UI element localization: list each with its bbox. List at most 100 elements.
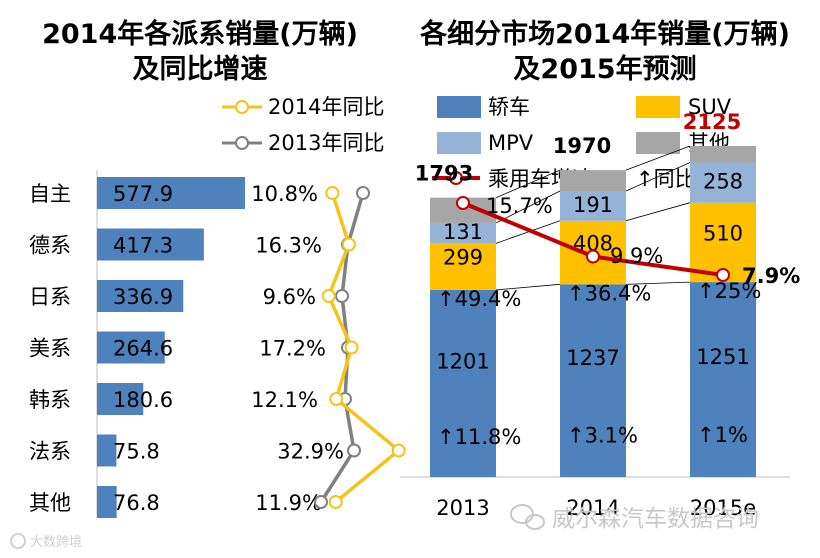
sedan-growth-label-1: ↑3.1%	[567, 424, 638, 448]
left-chart-title-line1: 2014年各派系销量(万辆)	[42, 18, 358, 50]
sedan-growth-label-2: ↑1%	[697, 423, 748, 447]
connector-line-1-3	[625, 145, 691, 171]
watermark-small: 大数跨境	[10, 533, 82, 550]
yoy-2014-point-6	[328, 495, 343, 509]
left-chart: 自主 577.9 德系 417.3 日系 336.9 美系 264.6 韩系 180.6 法系 75.…	[29, 170, 406, 518]
brand-bar-value-5: 75.8	[113, 440, 160, 464]
legend-label-2013: 2013年同比	[268, 131, 384, 155]
yoy-2014-point-5	[391, 443, 406, 458]
yoy-2013-point-0	[356, 186, 370, 200]
brand-bar-value-4: 180.6	[113, 388, 173, 412]
connector-line-1-2	[625, 162, 691, 192]
yoy-2013-point-2	[335, 289, 349, 303]
suv-value-2: 510	[703, 221, 743, 245]
growth-point-0	[456, 196, 470, 210]
category-label-2: 日系	[29, 285, 71, 309]
yoy-2014-point-0	[325, 186, 340, 200]
legend-label-sedan: 轿车	[488, 95, 530, 119]
right-chart-title-line2: 及2015年预测	[513, 53, 696, 85]
brand-bar-2	[97, 280, 184, 312]
yoy-2014-point-4	[329, 392, 344, 406]
growth-label-1: 9.9%	[610, 244, 663, 268]
connector-line-0-0	[495, 283, 561, 291]
sedan-value-1: 1237	[566, 346, 619, 370]
stack-total-2: 2125	[683, 110, 741, 134]
category-label-3: 美系	[29, 337, 71, 361]
category-tick-2: 2015e	[690, 496, 756, 520]
left-legend: 2014年同比 2013年同比	[222, 95, 384, 155]
brand-bar-value-6: 76.8	[113, 491, 160, 515]
watermark: 威尔森汽车数据咨询	[510, 504, 759, 532]
growth-label-2: 7.9%	[742, 264, 800, 288]
right-chart: 1201299131↑11.8%↑49.4%20131237408191↑3.1…	[400, 110, 800, 520]
category-tick-1: 2014	[566, 496, 619, 520]
yoy-2014-label-4: 12.1%	[251, 388, 318, 412]
suv-value-0: 299	[443, 246, 483, 270]
category-label-1: 德系	[29, 234, 71, 258]
brand-bar-value-2: 336.9	[113, 285, 173, 309]
yoy-2014-label-3: 17.2%	[259, 337, 326, 361]
legend-swatch-mpv	[437, 132, 481, 154]
mpv-value-2: 258	[703, 170, 743, 194]
category-label-6: 其他	[29, 491, 71, 515]
wechat-icon	[510, 504, 545, 530]
stack-total-1: 1970	[553, 134, 611, 158]
mpv-segment-2	[690, 162, 756, 203]
brand-bar-1	[97, 228, 204, 261]
yoy-2014-label-6: 11.9%	[255, 491, 322, 515]
legend-label-mpv: MPV	[488, 131, 534, 155]
sedan-value-2: 1251	[696, 345, 749, 369]
yoy-2014-label-0: 10.8%	[251, 182, 318, 206]
connector-line-1-1	[625, 202, 691, 222]
right-chart-title-line1: 各细分市场2014年销量(万辆)	[419, 18, 790, 50]
sedan-segment-0	[430, 289, 496, 477]
legend-label-2014: 2014年同比	[268, 95, 384, 119]
other-segment-2	[690, 145, 756, 163]
other-segment-1	[560, 170, 626, 192]
brand-bar-3	[97, 331, 165, 364]
connector-line-0-3	[495, 169, 561, 199]
legend-swatch-other	[636, 132, 680, 154]
yoy-2014-label-2: 9.6%	[263, 285, 316, 309]
sedan-segment-1	[560, 284, 626, 477]
sedan-segment-2	[690, 282, 756, 477]
brand-bar-value-0: 577.9	[113, 182, 173, 206]
yoy-2014-label-5: 32.9%	[277, 440, 344, 464]
sedan-growth-label-0: ↑11.8%	[437, 425, 521, 449]
stack-total-0: 1793	[415, 162, 473, 186]
mpv-segment-1	[560, 191, 626, 221]
sedan-value-0: 1201	[436, 349, 489, 373]
growth-point-2	[716, 268, 730, 282]
legend-marker-growth	[449, 171, 463, 185]
category-label-4: 韩系	[29, 388, 71, 412]
brand-bar-0	[97, 177, 245, 209]
yoy-2014-point-2	[321, 289, 336, 303]
legend-swatch-suv	[636, 96, 680, 118]
category-label-0: 自主	[29, 182, 71, 206]
brand-bar-5	[97, 434, 117, 467]
yoy-2013-point-6	[314, 495, 328, 509]
suv-growth-label-0: ↑49.4%	[437, 287, 521, 311]
growth-label-0: 15.7%	[486, 194, 553, 218]
logo-icon	[10, 533, 26, 549]
yoy-2013-point-5	[347, 443, 361, 458]
suv-growth-label-1: ↑36.4%	[567, 281, 651, 305]
suv-growth-label-2: ↑25%	[697, 279, 761, 303]
connector-line-0-2	[495, 190, 561, 224]
legend-swatch-sedan	[437, 96, 481, 118]
growth-point-1	[586, 249, 600, 264]
watermark-text: 威尔森汽车数据咨询	[552, 506, 759, 532]
brand-bar-value-1: 417.3	[113, 234, 173, 258]
yoy-2014-point-1	[341, 237, 356, 252]
mpv-value-1: 191	[573, 193, 613, 217]
yoy-2014-label-1: 16.3%	[255, 234, 322, 258]
legend-marker-2014	[235, 100, 249, 114]
left-chart-title-line2: 及同比增速	[133, 53, 268, 85]
mpv-segment-0	[430, 222, 496, 244]
legend-label-suv: SUV	[688, 95, 732, 119]
yoy-2014-point-3	[344, 340, 359, 355]
brand-bar-6	[97, 486, 117, 518]
mpv-value-0: 131	[443, 220, 483, 244]
brand-bar-value-3: 264.6	[113, 337, 173, 361]
